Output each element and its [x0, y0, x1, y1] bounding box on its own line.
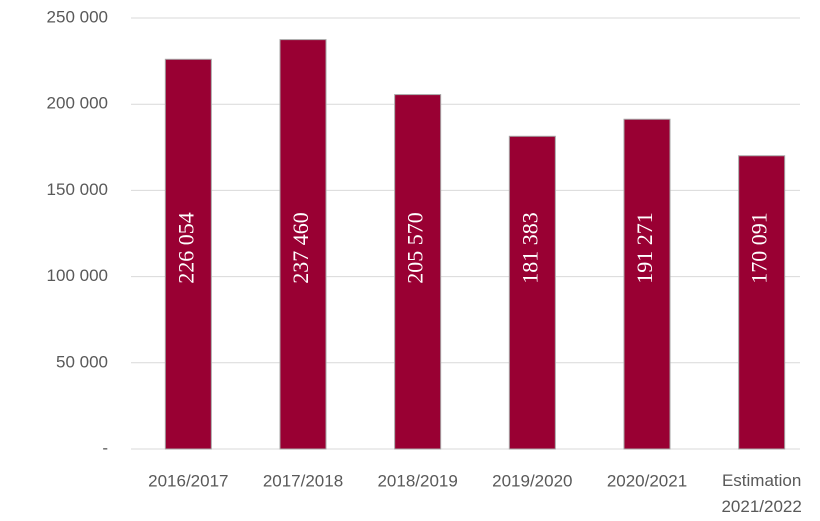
y-tick-label: - — [102, 438, 108, 457]
value-label: 226 054 — [173, 212, 198, 284]
value-label: 170 091 — [747, 212, 772, 284]
bar — [394, 94, 442, 450]
value-label: 181 383 — [517, 212, 542, 284]
y-tick-label: 100 000 — [47, 266, 108, 285]
x-tick-label: 2016/2017 — [148, 471, 228, 490]
value-label: 191 271 — [632, 212, 657, 284]
value-label: 205 570 — [403, 212, 428, 284]
y-tick-label: 200 000 — [47, 94, 108, 113]
bar — [164, 58, 212, 450]
bar — [623, 118, 671, 450]
x-tick-label: 2018/2019 — [377, 471, 457, 490]
y-tick-label: 50 000 — [56, 352, 108, 371]
bar — [738, 155, 786, 450]
x-tick-label: 2019/2020 — [492, 471, 572, 490]
y-tick-label: 250 000 — [47, 7, 108, 26]
x-tick-label: 2017/2018 — [263, 471, 343, 490]
bar — [508, 135, 556, 450]
value-label: 237 460 — [288, 212, 313, 284]
bar — [279, 39, 327, 450]
x-tick-label: 2020/2021 — [607, 471, 687, 490]
y-tick-label: 150 000 — [47, 180, 108, 199]
x-tick-label: Estimation 2021/2022 — [721, 471, 801, 516]
